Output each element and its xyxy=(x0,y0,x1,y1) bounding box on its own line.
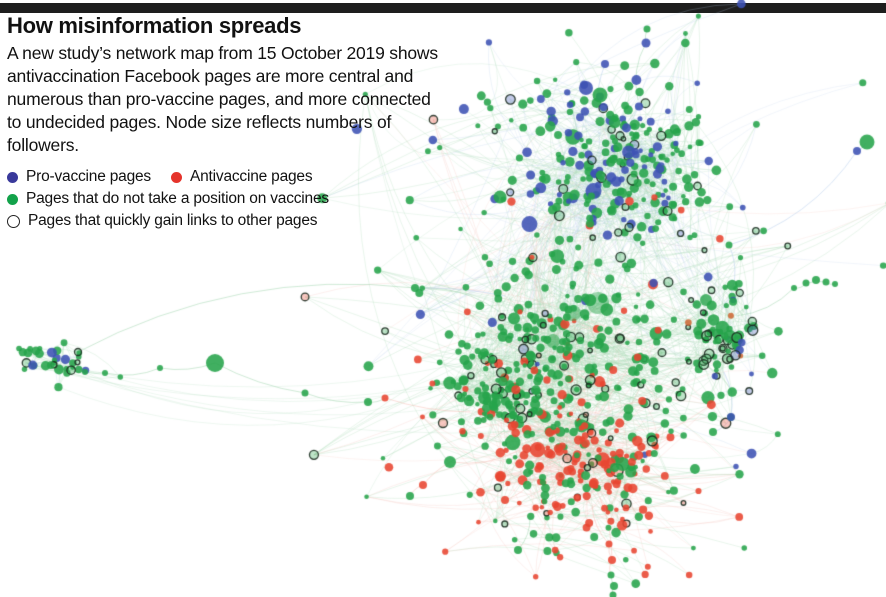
legend-item-neutral: Pages that do not take a position on vac… xyxy=(7,190,329,208)
legend-label: Antivaccine pages xyxy=(189,168,313,185)
legend: Pro-vaccine pages Antivaccine pages Page… xyxy=(7,166,439,232)
neutral-dot-icon xyxy=(7,193,18,205)
provaccine-dot-icon xyxy=(7,171,18,183)
open-circle-icon xyxy=(7,214,20,228)
legend-label: Pages that quickly gain links to other p… xyxy=(28,212,318,229)
antivaccine-dot-icon xyxy=(170,171,182,183)
page-title: How misinformation spreads xyxy=(7,13,302,38)
legend-item-antivaccine: Antivaccine pages xyxy=(170,168,313,186)
legend-label: Pages that do not take a position on vac… xyxy=(26,190,329,207)
legend-label: Pro-vaccine pages xyxy=(26,168,151,185)
chart-description: A new study’s network map from 15 Octobe… xyxy=(7,43,438,155)
legend-item-fast-linkers: Pages that quickly gain links to other p… xyxy=(7,212,318,230)
legend-row-3: Pages that quickly gain links to other p… xyxy=(7,210,439,232)
legend-row-1: Pro-vaccine pages Antivaccine pages xyxy=(7,166,439,188)
legend-row-2: Pages that do not take a position on vac… xyxy=(7,188,439,210)
infographic-text-block: How misinformation spreads A new study’s… xyxy=(7,13,439,232)
legend-item-provaccine: Pro-vaccine pages xyxy=(7,168,151,186)
